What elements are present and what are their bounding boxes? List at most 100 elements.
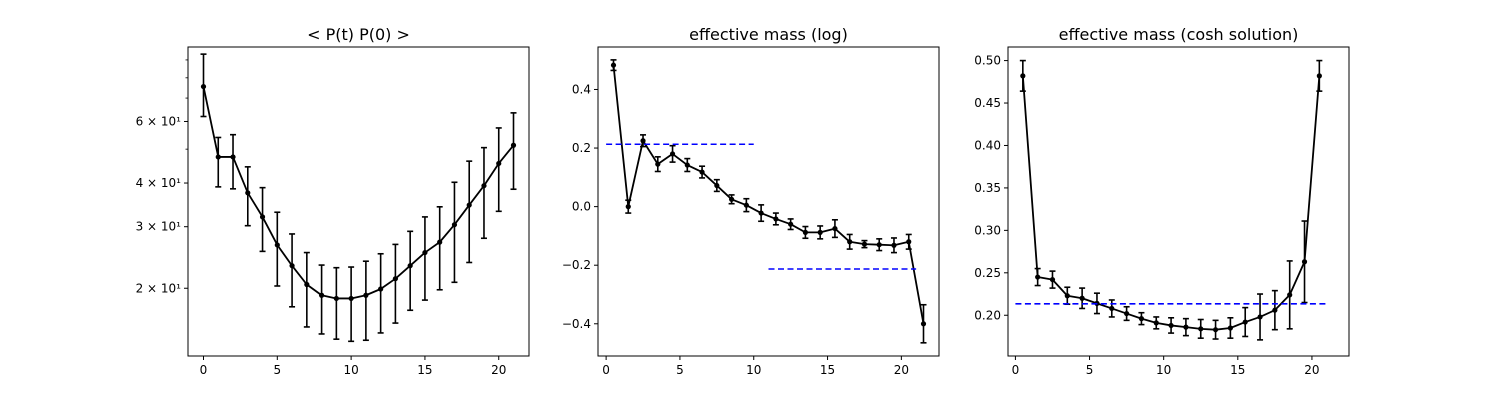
- y-tick-label: 0.50: [974, 54, 1001, 68]
- data-point: [333, 295, 339, 302]
- y-tick-label: 0.45: [974, 96, 1001, 110]
- y-tick-label: 0.35: [974, 181, 1001, 195]
- data-point: [728, 196, 735, 202]
- plot-area-effective-mass-cosh: 0 5 10 15 20 0.20 0.25 0.30 0.35 0.40 0.45 0.50: [974, 46, 1350, 377]
- data-point: [684, 162, 690, 168]
- data-point: [437, 239, 443, 245]
- axes-frame-effective-mass-cosh: [1007, 46, 1350, 357]
- y-tick-label: 2 × 10¹: [136, 281, 182, 295]
- data-point: [510, 142, 517, 148]
- plot-area-correlator: 0 5 10 15 20 2 × 10¹ 3 × 10¹ 4 × 10¹ 6 × 10¹: [136, 46, 530, 377]
- data-point: [481, 183, 487, 189]
- data-point: [1064, 293, 1070, 299]
- x-tick-label: 10: [746, 363, 761, 377]
- data-point: [788, 221, 794, 227]
- data-point: [245, 190, 251, 196]
- data-point: [289, 263, 295, 269]
- data-point: [699, 169, 705, 175]
- data-point: [817, 229, 823, 235]
- data-point: [259, 214, 266, 220]
- data-point: [832, 225, 838, 232]
- chart-title-effective-mass-cosh: effective mass (cosh solution): [1059, 25, 1299, 44]
- data-point: [625, 204, 631, 210]
- data-point: [876, 242, 882, 248]
- data-point: [847, 239, 853, 245]
- data-point: [466, 202, 472, 208]
- data-point: [378, 286, 384, 292]
- chart-title-effective-mass-log: effective mass (log): [689, 25, 848, 44]
- data-point: [802, 229, 809, 235]
- data-point: [714, 182, 720, 189]
- data-point: [318, 292, 325, 298]
- data-point: [891, 242, 897, 248]
- data-point: [1049, 276, 1056, 283]
- data-point: [758, 210, 764, 216]
- data-point: [1272, 307, 1278, 313]
- data-point: [392, 276, 399, 282]
- data-point: [640, 138, 646, 144]
- y-tick-label: −0.2: [562, 258, 591, 272]
- data-point: [274, 242, 280, 248]
- x-tick-label: 20: [1304, 363, 1319, 377]
- y-tick-label: 0.0: [572, 200, 591, 214]
- data-point: [422, 249, 428, 256]
- data-point: [348, 295, 354, 302]
- y-tick-label: 0.2: [572, 141, 591, 155]
- data-point: [773, 216, 779, 222]
- data-point: [861, 241, 868, 247]
- data-point: [1109, 305, 1115, 312]
- series-line: [202, 86, 515, 300]
- data-point: [1301, 259, 1308, 265]
- y-tick-label: 0.25: [974, 266, 1001, 280]
- data-point: [1020, 73, 1026, 79]
- data-point: [363, 292, 369, 298]
- x-tick-label: 15: [1230, 363, 1245, 377]
- data-point: [1183, 324, 1189, 330]
- x-tick-label: 0: [602, 363, 610, 377]
- data-point: [1035, 274, 1041, 280]
- panel-correlator: < P(t) P(0) > 0 5 10 15 20 2 × 10¹ 3 × 10¹ 4 × …: [136, 25, 530, 377]
- data-point: [1124, 310, 1130, 317]
- data-point: [451, 222, 458, 228]
- axes-frame-effective-mass-log: [597, 46, 940, 357]
- y-tick-label: 4 × 10¹: [136, 176, 182, 190]
- chart-title-correlator: < P(t) P(0) >: [307, 25, 410, 44]
- data-point: [1242, 319, 1248, 325]
- data-point: [1227, 325, 1233, 331]
- data-point: [1153, 320, 1159, 326]
- data-point: [1198, 326, 1204, 332]
- y-tick-label: 0.4: [572, 82, 591, 96]
- y-tick-label: 0.40: [974, 138, 1001, 152]
- series-line: [612, 65, 925, 324]
- x-tick-label: 15: [820, 363, 835, 377]
- data-point: [906, 239, 912, 245]
- x-tick-label: 5: [1086, 363, 1094, 377]
- data-point: [407, 263, 413, 269]
- data-point: [304, 281, 310, 288]
- panel-effective-mass-log: effective mass (log) 0 5 10 15 20 −0.4 −0.2 0.0…: [562, 25, 940, 377]
- data-point: [1316, 73, 1322, 79]
- x-tick-label: 10: [1156, 363, 1171, 377]
- plot-area-effective-mass-log: 0 5 10 15 20 −0.4 −0.2 0.0 0.2 0.4: [562, 46, 940, 377]
- x-tick-label: 20: [491, 363, 506, 377]
- panel-effective-mass-cosh: effective mass (cosh solution) 0 5 10 15 20 0…: [974, 25, 1350, 377]
- data-point: [920, 321, 927, 327]
- data-point: [1168, 322, 1174, 329]
- data-point: [1079, 295, 1085, 301]
- data-point: [230, 154, 236, 160]
- data-point: [200, 83, 207, 90]
- x-tick-label: 0: [1012, 363, 1020, 377]
- y-tick-label: 3 × 10¹: [136, 220, 182, 234]
- y-tick-label: 0.20: [974, 308, 1001, 322]
- data-point: [655, 161, 661, 167]
- data-point: [669, 151, 676, 157]
- data-point: [1212, 327, 1219, 333]
- y-tick-label: 6 × 10¹: [136, 114, 182, 128]
- data-point: [1257, 314, 1263, 320]
- x-tick-label: 20: [894, 363, 909, 377]
- data-point: [215, 154, 221, 160]
- data-point: [1138, 316, 1145, 322]
- x-tick-label: 10: [343, 363, 358, 377]
- data-point: [743, 202, 749, 208]
